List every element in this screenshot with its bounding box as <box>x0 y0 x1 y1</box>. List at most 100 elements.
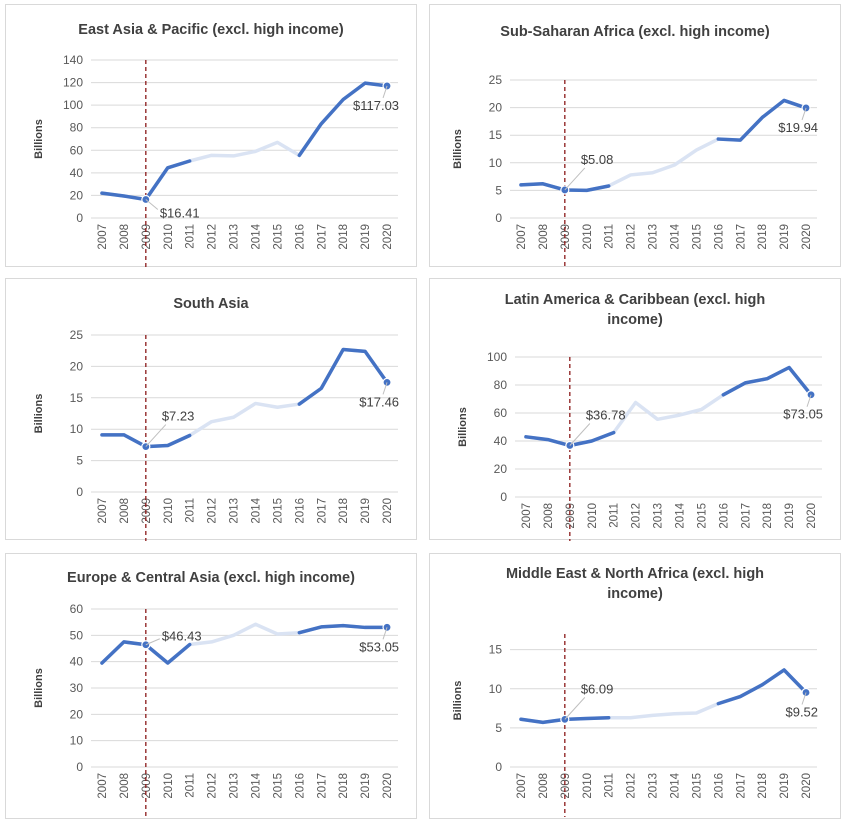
x-tick-label: 2013 <box>653 503 665 529</box>
y-tick-label: 5 <box>495 183 502 197</box>
x-tick-label: 2009 <box>560 224 572 250</box>
y-tick-label: 100 <box>63 98 83 112</box>
x-tick-label: 2015 <box>272 773 284 799</box>
x-tick-label: 2014 <box>674 502 686 528</box>
x-tick-label: 2020 <box>382 773 394 799</box>
y-tick-label: 0 <box>76 485 83 499</box>
x-tick-label: 2012 <box>626 224 638 250</box>
y-tick-label: 80 <box>494 378 508 392</box>
line-chart: 0 5 10 15 20 25 Billions 2007 2008 2009 2010 2011 20… <box>452 73 818 268</box>
y-tick-label: 0 <box>495 760 502 774</box>
x-tick-label: 2008 <box>119 224 131 250</box>
x-tick-label: 2017 <box>316 224 328 250</box>
x-tick-label: 2019 <box>360 773 372 799</box>
y-tick-label: 0 <box>76 211 83 225</box>
x-tick-label: 2019 <box>779 224 791 250</box>
x-tick-label: 2011 <box>604 773 616 798</box>
annotation-leader <box>145 638 161 646</box>
y-axis-label: Billions <box>452 681 464 721</box>
x-tick-label: 2011 <box>609 503 621 528</box>
x-tick-label: 2017 <box>316 773 328 799</box>
y-axis-label: Billions <box>33 668 45 708</box>
y-tick-label: 20 <box>70 707 84 721</box>
x-tick-label: 2012 <box>207 773 219 799</box>
x-tick-label: 2017 <box>735 773 747 799</box>
y-tick-label: 10 <box>70 422 84 436</box>
chart-title: Latin America & Caribbean (excl. high in… <box>504 292 766 328</box>
y-axis-label: Billions <box>33 394 45 434</box>
y-tick-label: 60 <box>494 406 508 420</box>
data-label: $117.03 <box>353 98 399 113</box>
x-tick-label: 2009 <box>565 503 577 529</box>
x-tick-label: 2007 <box>97 773 109 799</box>
x-tick-label: 2016 <box>294 224 306 250</box>
y-tick-label: 100 <box>487 350 507 364</box>
annotation-leader <box>382 85 388 99</box>
y-tick-label: 120 <box>63 76 83 90</box>
x-tick-label: 2015 <box>272 224 284 250</box>
x-tick-label: 2019 <box>779 773 791 799</box>
y-tick-label: 10 <box>70 734 84 748</box>
data-label: $16.41 <box>160 205 200 220</box>
x-tick-label: 2020 <box>801 224 813 250</box>
x-tick-label: 2014 <box>669 223 681 249</box>
x-tick-label: 2014 <box>250 223 262 249</box>
x-tick-label: 2009 <box>141 224 153 250</box>
data-point-marker <box>382 622 392 632</box>
y-tick-label: 0 <box>495 211 502 225</box>
y-tick-label: 20 <box>70 359 84 373</box>
y-tick-label: 60 <box>70 143 84 157</box>
annotation-leader <box>569 423 591 446</box>
x-tick-label: 2010 <box>582 224 594 250</box>
x-tick-label: 2020 <box>382 498 394 524</box>
series-line-highlight <box>297 347 389 406</box>
x-tick-label: 2008 <box>538 224 550 250</box>
line-chart: 0 20 40 60 80 100 Billions 2007 2008 2009 2010 2011… <box>457 350 823 541</box>
series-line-highlight <box>716 668 808 706</box>
x-tick-label: 2013 <box>648 224 660 250</box>
x-tick-label: 2014 <box>669 772 681 798</box>
x-tick-label: 2012 <box>207 498 219 524</box>
x-tick-label: 2008 <box>538 773 550 799</box>
series-line-highlight <box>716 98 808 142</box>
x-tick-label: 2007 <box>521 503 533 529</box>
x-tick-label: 2017 <box>316 498 328 524</box>
annotation-leader <box>382 382 388 395</box>
y-tick-label: 10 <box>489 682 503 696</box>
y-axis-label: Billions <box>452 129 464 169</box>
x-tick-label: 2012 <box>626 773 638 799</box>
data-label: $7.23 <box>162 409 195 424</box>
x-tick-label: 2013 <box>229 498 241 524</box>
data-label: $46.43 <box>162 629 202 644</box>
chart-panel-east-asia-pacific: East Asia & Pacific (excl. high income) … <box>5 4 417 268</box>
x-tick-label: 2016 <box>294 498 306 524</box>
x-tick-label: 2019 <box>360 498 372 524</box>
x-tick-label: 2015 <box>696 503 708 529</box>
x-tick-label: 2018 <box>757 224 769 250</box>
chart-panel-south-asia: South Asia 0 5 10 15 20 25 Billions 2007 2008 200… <box>5 278 417 541</box>
x-tick-label: 2016 <box>718 503 730 529</box>
x-tick-label: 2018 <box>338 498 350 524</box>
y-tick-label: 50 <box>70 628 84 642</box>
y-tick-label: 5 <box>495 721 502 735</box>
chart-panel-middle-east-north-africa: Middle East & North Africa (excl. high i… <box>429 553 841 819</box>
annotation-leader <box>564 167 586 191</box>
annotation-leader <box>382 627 388 640</box>
y-tick-label: 10 <box>489 156 503 170</box>
x-tick-label: 2009 <box>560 773 572 799</box>
x-tick-label: 2015 <box>691 224 703 250</box>
x-tick-label: 2011 <box>185 498 197 523</box>
line-chart: 0 10 20 30 40 50 60 Billions 2007 2008 2009 2010 201… <box>33 602 399 817</box>
annotation-leader <box>145 199 159 210</box>
x-tick-label: 2007 <box>97 224 109 250</box>
x-tick-label: 2020 <box>382 224 394 250</box>
data-label: $5.08 <box>581 152 614 167</box>
annotation-leader <box>801 692 807 705</box>
x-tick-label: 2010 <box>163 773 175 799</box>
series-line-highlight <box>721 365 813 397</box>
y-axis-label: Billions <box>457 407 469 447</box>
x-tick-label: 2013 <box>229 224 241 250</box>
line-chart: 0 5 10 15 Billions 2007 2008 2009 2010 2011 2012 20… <box>452 634 818 817</box>
data-label: $53.05 <box>359 639 399 654</box>
y-tick-label: 25 <box>70 328 84 342</box>
